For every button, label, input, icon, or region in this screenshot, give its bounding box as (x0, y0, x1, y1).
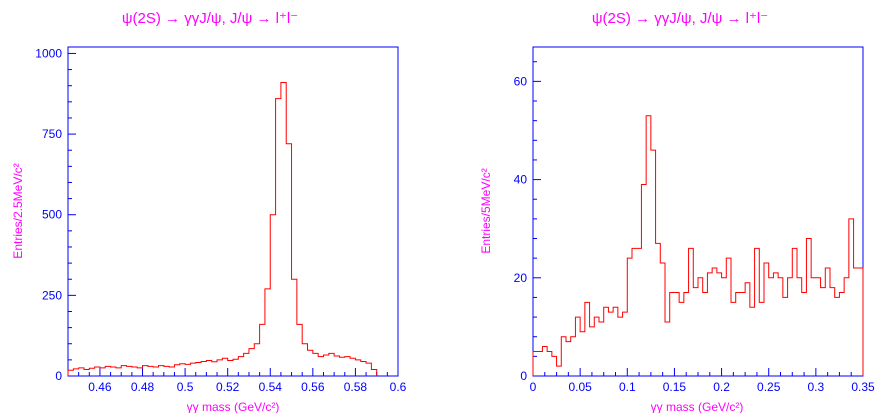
y-tick-label: 60 (514, 74, 528, 88)
chart-title: ψ(2S) → γγJ/ψ, J/ψ → l⁺l⁻ (122, 10, 298, 27)
tick-labels: 0.46 0.48 0.5 0.52 0.54 0.56 0.58 0.6 0 250 500 750… (35, 46, 406, 394)
x-tick-label: 0.58 (344, 380, 368, 394)
x-tick-label: 0.2 (713, 380, 730, 394)
y-tick-label: 250 (42, 288, 62, 302)
y-tick-label: 0 (55, 369, 62, 383)
histogram-line (67, 81, 378, 376)
x-tick-label: 0.54 (259, 380, 283, 394)
x-tick-label: 0.15 (663, 380, 687, 394)
x-tick-label: 0.35 (851, 380, 875, 394)
eta-mass-histogram: ψ(2S) → γγJ/ψ, J/ψ → l⁺l⁻ γγ mass (GeV/c… (11, 10, 407, 413)
plot-frame (67, 46, 399, 377)
x-tick-label: 0.52 (216, 380, 240, 394)
x-tick-label: 0.46 (88, 380, 112, 394)
plot-frame (532, 46, 864, 377)
y-axis-label: Entries/2.5MeV/c² (11, 163, 25, 258)
histogram-line (532, 115, 864, 376)
chart-title: ψ(2S) → γγJ/ψ, J/ψ → l⁺l⁻ (592, 10, 768, 27)
axis-ticks (67, 52, 399, 377)
x-tick-label: 0.5 (177, 380, 194, 394)
x-tick-label: 0.56 (301, 380, 325, 394)
tick-labels: 0 0.05 0.1 0.15 0.2 0.25 0.3 0.35 0 20 40 60 (514, 74, 875, 394)
x-tick-label: 0.6 (390, 380, 407, 394)
x-tick-label: 0.48 (131, 380, 155, 394)
y-tick-label: 1000 (35, 46, 62, 60)
pi0-mass-histogram: ψ(2S) → γγJ/ψ, J/ψ → l⁺l⁻ γγ mass (GeV/c… (479, 10, 875, 413)
x-axis-label: γγ mass (GeV/c²) (651, 400, 744, 413)
x-tick-label: 0.05 (568, 380, 592, 394)
y-tick-label: 20 (514, 271, 528, 285)
y-tick-label: 40 (514, 173, 528, 187)
y-tick-label: 0 (520, 369, 527, 383)
x-tick-label: 0.3 (808, 380, 825, 394)
x-axis-label: γγ mass (GeV/c²) (187, 400, 280, 413)
y-tick-label: 750 (42, 127, 62, 141)
y-axis-label: Entries/5MeV/c² (479, 168, 493, 253)
x-tick-label: 0.25 (757, 380, 781, 394)
x-tick-label: 0.1 (619, 380, 636, 394)
axis-ticks (532, 61, 864, 377)
x-tick-label: 0 (530, 380, 537, 394)
y-tick-label: 500 (42, 208, 62, 222)
